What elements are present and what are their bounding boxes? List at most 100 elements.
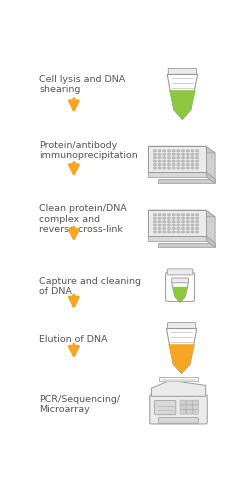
Ellipse shape: [182, 220, 185, 223]
Ellipse shape: [191, 231, 194, 233]
Polygon shape: [148, 146, 215, 153]
Ellipse shape: [162, 231, 166, 233]
Ellipse shape: [182, 227, 185, 230]
Ellipse shape: [167, 167, 170, 169]
Ellipse shape: [158, 167, 161, 169]
Ellipse shape: [186, 150, 190, 152]
Ellipse shape: [158, 163, 161, 166]
Ellipse shape: [196, 224, 199, 226]
Ellipse shape: [162, 160, 166, 163]
Ellipse shape: [196, 214, 199, 216]
Ellipse shape: [158, 220, 161, 223]
Polygon shape: [206, 146, 215, 179]
Ellipse shape: [162, 227, 166, 230]
FancyBboxPatch shape: [172, 278, 188, 283]
Ellipse shape: [158, 156, 161, 159]
Ellipse shape: [186, 231, 190, 233]
FancyBboxPatch shape: [168, 68, 196, 75]
Ellipse shape: [191, 227, 194, 230]
Ellipse shape: [177, 214, 180, 216]
Ellipse shape: [182, 217, 185, 219]
Ellipse shape: [172, 231, 175, 233]
Polygon shape: [167, 75, 198, 120]
Polygon shape: [206, 236, 215, 247]
Ellipse shape: [153, 163, 156, 166]
Ellipse shape: [167, 153, 170, 155]
Ellipse shape: [153, 150, 156, 152]
Ellipse shape: [172, 150, 175, 152]
Ellipse shape: [186, 220, 190, 223]
Ellipse shape: [172, 217, 175, 219]
Ellipse shape: [172, 167, 175, 169]
Ellipse shape: [191, 150, 194, 152]
Ellipse shape: [177, 224, 180, 226]
Ellipse shape: [196, 227, 199, 230]
Ellipse shape: [177, 227, 180, 230]
Ellipse shape: [167, 227, 170, 230]
Ellipse shape: [177, 163, 180, 166]
FancyBboxPatch shape: [148, 146, 206, 172]
Ellipse shape: [186, 224, 190, 226]
Ellipse shape: [153, 160, 156, 163]
Text: PCR/Sequencing/
Microarray: PCR/Sequencing/ Microarray: [39, 395, 120, 414]
Ellipse shape: [167, 163, 170, 166]
Ellipse shape: [162, 163, 166, 166]
FancyBboxPatch shape: [192, 405, 198, 410]
Polygon shape: [172, 287, 188, 303]
Ellipse shape: [153, 217, 156, 219]
Text: Protein/antibody
immunoprecipitation: Protein/antibody immunoprecipitation: [39, 141, 138, 160]
Ellipse shape: [172, 214, 175, 216]
Ellipse shape: [158, 224, 161, 226]
Ellipse shape: [172, 224, 175, 226]
FancyBboxPatch shape: [192, 409, 198, 414]
Polygon shape: [166, 328, 197, 373]
Ellipse shape: [196, 153, 199, 155]
Polygon shape: [169, 90, 196, 120]
Ellipse shape: [153, 231, 156, 233]
Polygon shape: [148, 210, 215, 217]
FancyBboxPatch shape: [168, 323, 196, 329]
Ellipse shape: [196, 150, 199, 152]
Ellipse shape: [182, 231, 185, 233]
FancyBboxPatch shape: [180, 409, 186, 414]
Ellipse shape: [167, 224, 170, 226]
FancyBboxPatch shape: [159, 418, 198, 423]
FancyBboxPatch shape: [186, 405, 192, 410]
Ellipse shape: [186, 214, 190, 216]
Ellipse shape: [172, 163, 175, 166]
Ellipse shape: [191, 163, 194, 166]
Ellipse shape: [158, 214, 161, 216]
Ellipse shape: [172, 227, 175, 230]
Ellipse shape: [162, 156, 166, 159]
FancyBboxPatch shape: [186, 400, 192, 405]
Ellipse shape: [191, 220, 194, 223]
Polygon shape: [172, 282, 188, 303]
Ellipse shape: [177, 167, 180, 169]
Ellipse shape: [191, 153, 194, 155]
Text: Capture and cleaning
of DNA: Capture and cleaning of DNA: [39, 277, 141, 296]
Ellipse shape: [162, 150, 166, 152]
Polygon shape: [148, 236, 206, 240]
Ellipse shape: [162, 217, 166, 219]
Ellipse shape: [196, 163, 199, 166]
Ellipse shape: [172, 153, 175, 155]
Ellipse shape: [186, 167, 190, 169]
Ellipse shape: [182, 163, 185, 166]
Ellipse shape: [172, 220, 175, 223]
Ellipse shape: [177, 160, 180, 163]
Ellipse shape: [162, 224, 166, 226]
Ellipse shape: [167, 231, 170, 233]
Ellipse shape: [153, 214, 156, 216]
FancyBboxPatch shape: [166, 272, 194, 302]
Polygon shape: [151, 380, 206, 396]
Text: Cell lysis and DNA
shearing: Cell lysis and DNA shearing: [39, 75, 125, 95]
Ellipse shape: [182, 224, 185, 226]
FancyBboxPatch shape: [150, 395, 207, 424]
Ellipse shape: [162, 214, 166, 216]
Polygon shape: [148, 172, 206, 176]
Ellipse shape: [167, 220, 170, 223]
Ellipse shape: [191, 214, 194, 216]
FancyBboxPatch shape: [154, 401, 176, 415]
Ellipse shape: [153, 167, 156, 169]
Ellipse shape: [196, 217, 199, 219]
